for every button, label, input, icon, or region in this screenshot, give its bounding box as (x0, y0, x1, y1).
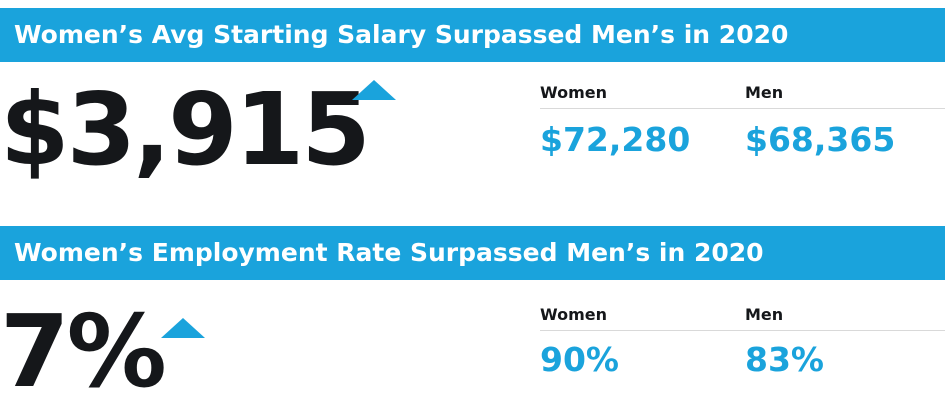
salary-men-label: Men (745, 83, 784, 102)
employment-men-label: Men (745, 305, 784, 324)
salary-men-value: $68,365 (745, 120, 896, 159)
employment-divider (540, 330, 945, 331)
salary-divider (540, 108, 945, 109)
salary-women-value: $72,280 (540, 120, 691, 159)
employment-difference-value: 7% (0, 293, 167, 410)
employment-men-value: 83% (745, 340, 824, 379)
employment-section-title: Women’s Employment Rate Surpassed Men’s … (0, 226, 945, 280)
up-triangle-icon (161, 318, 205, 338)
employment-women-label: Women (540, 305, 607, 324)
up-triangle-icon (352, 80, 396, 100)
salary-difference-value: $3,915 (0, 71, 371, 188)
employment-women-value: 90% (540, 340, 619, 379)
salary-women-label: Women (540, 83, 607, 102)
salary-section-title: Women’s Avg Starting Salary Surpassed Me… (0, 8, 945, 62)
